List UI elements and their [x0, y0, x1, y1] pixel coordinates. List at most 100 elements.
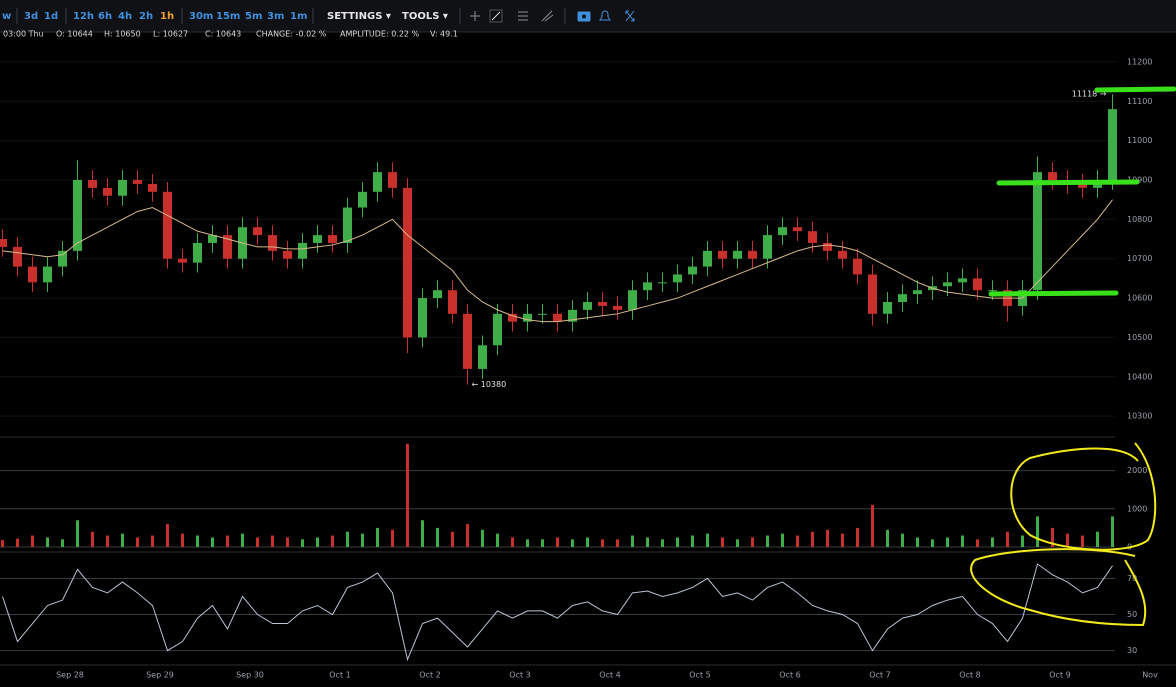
candle-body — [1048, 172, 1057, 180]
volume-bar — [481, 529, 484, 547]
volume-bar — [241, 533, 244, 547]
volume-bar — [631, 535, 634, 547]
volume-bar — [616, 539, 619, 547]
candle-body — [373, 172, 382, 192]
x-tick-label: Nov — [1142, 671, 1158, 680]
volume-bar — [436, 527, 439, 547]
timeframe-button[interactable]: 1d — [44, 11, 58, 22]
y-tick-label: 11200 — [1127, 57, 1152, 66]
volume-bar — [331, 535, 334, 547]
candle-body — [103, 187, 112, 196]
volume-bar — [256, 537, 259, 547]
candle-body — [448, 290, 457, 314]
candle-body — [223, 235, 232, 259]
volume-bar — [811, 531, 814, 547]
candle-body — [13, 246, 22, 267]
candle-body — [268, 235, 277, 251]
candle-body — [868, 274, 877, 314]
info-field: V: 49.1 — [430, 30, 458, 39]
info-field: AMPLITUDE: 0.22 % — [340, 30, 420, 39]
volume-bar — [601, 539, 604, 547]
volume-bar — [16, 538, 19, 547]
candle-body — [178, 258, 187, 263]
candle-body — [73, 179, 82, 251]
candle-body — [328, 235, 337, 243]
candle-body — [493, 313, 502, 346]
volume-bar — [151, 535, 154, 547]
y-tick-label: 11100 — [1127, 97, 1152, 106]
volume-bar — [1066, 533, 1069, 547]
volume-bar — [706, 533, 709, 547]
y-tick-label: 1000 — [1127, 504, 1147, 513]
tool-icons[interactable] — [470, 9, 554, 23]
volume-bar — [361, 533, 364, 547]
candle-body — [253, 227, 262, 236]
volume-bar — [691, 535, 694, 547]
candle-body — [838, 250, 847, 259]
candle-body — [988, 290, 997, 292]
volume-bar — [496, 533, 499, 547]
drawn-highlights — [970, 442, 1157, 627]
candle-body — [973, 278, 982, 291]
volume-bar — [961, 535, 964, 547]
timeframe-button[interactable]: 5m — [245, 11, 262, 22]
volume-bar — [1036, 516, 1039, 547]
info-field: C: 10643 — [205, 30, 241, 39]
volume-bar — [376, 527, 379, 547]
info-field: O: 10644 — [56, 30, 93, 39]
timeframe-button[interactable]: 30m — [189, 11, 213, 22]
timeframe-button[interactable]: 1h — [160, 11, 174, 22]
candle-body — [88, 179, 97, 188]
candle-body — [43, 266, 52, 283]
volume-bar — [421, 520, 424, 547]
volume-bar — [796, 535, 799, 547]
candle-body — [463, 313, 472, 369]
x-tick-label: Oct 5 — [689, 671, 710, 680]
view-icons[interactable] — [577, 10, 635, 22]
volume-bar — [136, 537, 139, 547]
timeframe-button[interactable]: 3m — [267, 11, 284, 22]
volume-bar — [61, 539, 64, 547]
volume-bar — [31, 535, 34, 547]
volume-bar — [736, 539, 739, 547]
timeframe-button[interactable]: 2h — [139, 11, 153, 22]
timeframe-button[interactable]: 12h — [73, 11, 94, 22]
volume-bar — [316, 537, 319, 547]
candle-body — [703, 250, 712, 267]
timeframe-button[interactable]: 15m — [216, 11, 240, 22]
candle-body — [478, 345, 487, 369]
volume-bar — [121, 533, 124, 547]
volume-bar — [886, 529, 889, 547]
timeframe-button[interactable]: 6h — [98, 11, 112, 22]
info-field: H: 10650 — [104, 30, 141, 39]
menu-button[interactable]: TOOLS ▾ — [402, 11, 448, 22]
menu-button[interactable]: SETTINGS ▾ — [327, 11, 391, 22]
volume-bar — [301, 539, 304, 547]
volume-bar — [406, 443, 409, 547]
y-tick-label: 10600 — [1127, 294, 1152, 303]
high-annotation: 11118 → — [1072, 90, 1107, 99]
candle-body — [913, 290, 922, 295]
candle-body — [28, 266, 37, 283]
volume-bar — [991, 537, 994, 547]
candle-body — [193, 242, 202, 263]
volume-bar — [1051, 527, 1054, 547]
candle-body — [298, 242, 307, 259]
candle-body — [628, 290, 637, 310]
timeframe-button[interactable]: w — [2, 11, 11, 22]
volume-bar — [346, 531, 349, 547]
candle-body — [433, 290, 442, 299]
timeframe-button[interactable]: 1m — [290, 11, 307, 22]
candle-body — [943, 282, 952, 287]
y-tick-label: 70 — [1127, 574, 1137, 583]
y-tick-label: 10900 — [1127, 175, 1152, 184]
y-tick-label: 10300 — [1127, 412, 1152, 421]
candle-body — [688, 266, 697, 275]
volume-bar — [1111, 516, 1114, 547]
candle-body — [883, 302, 892, 314]
timeframe-button[interactable]: 3d — [24, 11, 38, 22]
candle-body — [403, 187, 412, 338]
candle-body — [313, 235, 322, 243]
x-tick-label: Oct 8 — [959, 671, 980, 680]
timeframe-button[interactable]: 4h — [118, 11, 132, 22]
